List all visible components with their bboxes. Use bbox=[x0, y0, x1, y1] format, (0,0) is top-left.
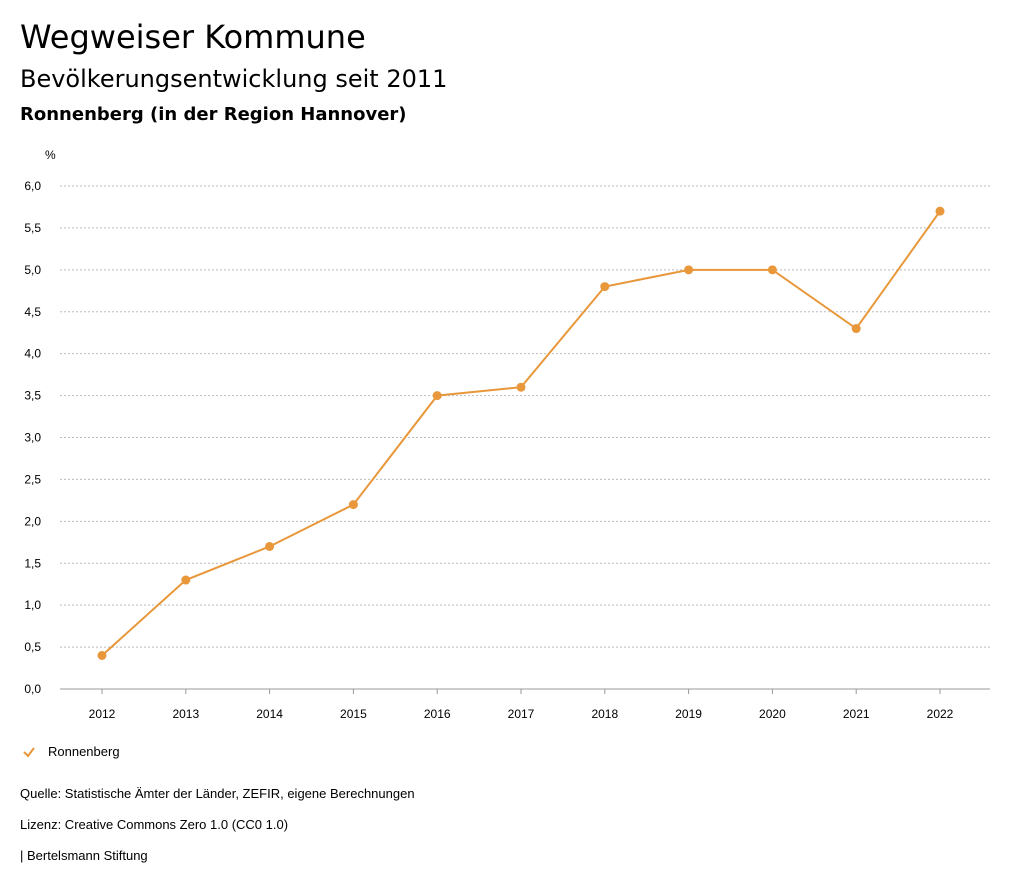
x-tick-label: 2013 bbox=[172, 707, 199, 721]
y-tick-label: 3,5 bbox=[24, 389, 41, 403]
y-tick-label: 6,0 bbox=[24, 179, 41, 193]
y-tick-label: 1,5 bbox=[24, 556, 41, 570]
region-label: Ronnenberg (in der Region Hannover) bbox=[20, 104, 407, 125]
x-tick-label: 2018 bbox=[591, 707, 618, 721]
x-tick-label: 2020 bbox=[759, 707, 786, 721]
data-point[interactable] bbox=[97, 650, 107, 660]
y-tick-label: 0,5 bbox=[24, 640, 41, 654]
data-point[interactable] bbox=[851, 324, 861, 334]
x-tick-label: 2012 bbox=[89, 707, 116, 721]
data-point[interactable] bbox=[348, 500, 358, 510]
data-point[interactable] bbox=[181, 575, 191, 585]
x-tick-label: 2021 bbox=[843, 707, 870, 721]
data-point[interactable] bbox=[935, 206, 945, 216]
y-tick-label: 5,5 bbox=[24, 221, 41, 235]
page-title: Wegweiser Kommune bbox=[20, 18, 366, 56]
y-tick-label: 0,0 bbox=[24, 682, 41, 696]
x-axis-ticks: 2012 2013 2014 2015 2016 2017 2018 2019 2020 2021… bbox=[89, 689, 954, 721]
source-text: Quelle: Statistische Ämter der Länder, Z… bbox=[20, 786, 415, 801]
data-point[interactable] bbox=[516, 382, 526, 392]
publisher-text: | Bertelsmann Stiftung bbox=[20, 848, 148, 863]
data-point[interactable] bbox=[600, 282, 610, 292]
data-point[interactable] bbox=[432, 391, 442, 401]
y-axis-ticks: 0,0 0,5 1,0 1,5 2,0 2,5 3,0 3,5 4,0 4,5 5,0 5,5 6,0 bbox=[24, 179, 41, 696]
license-text: Lizenz: Creative Commons Zero 1.0 (CC0 1… bbox=[20, 817, 289, 832]
x-tick-label: 2022 bbox=[927, 707, 954, 721]
grid-lines bbox=[60, 185, 990, 690]
data-point[interactable] bbox=[684, 265, 694, 275]
series-line bbox=[101, 210, 941, 657]
x-tick-label: 2016 bbox=[424, 707, 451, 721]
x-tick-label: 2017 bbox=[508, 707, 535, 721]
series-ronnenberg bbox=[97, 206, 945, 660]
y-tick-label: 3,0 bbox=[24, 431, 41, 445]
x-tick-label: 2019 bbox=[675, 707, 702, 721]
y-axis-label: % bbox=[45, 148, 56, 162]
data-point[interactable] bbox=[265, 541, 275, 551]
y-tick-label: 1,0 bbox=[24, 598, 41, 612]
y-tick-label: 4,5 bbox=[24, 305, 41, 319]
y-tick-label: 5,0 bbox=[24, 263, 41, 277]
legend-label: Ronnenberg bbox=[48, 744, 120, 759]
y-tick-label: 2,5 bbox=[24, 472, 41, 486]
y-tick-label: 2,0 bbox=[24, 514, 41, 528]
chart-subtitle: Bevölkerungsentwicklung seit 2011 bbox=[20, 65, 448, 93]
legend[interactable]: Ronnenberg bbox=[22, 744, 120, 759]
line-chart: 0,00,51,01,52,02,53,03,54,04,55,05,56,0 … bbox=[24, 148, 990, 721]
y-tick-label: 4,0 bbox=[24, 347, 41, 361]
x-tick-label: 2015 bbox=[340, 707, 367, 721]
check-icon bbox=[23, 746, 35, 758]
data-point[interactable] bbox=[767, 265, 777, 275]
x-tick-label: 2014 bbox=[256, 707, 283, 721]
